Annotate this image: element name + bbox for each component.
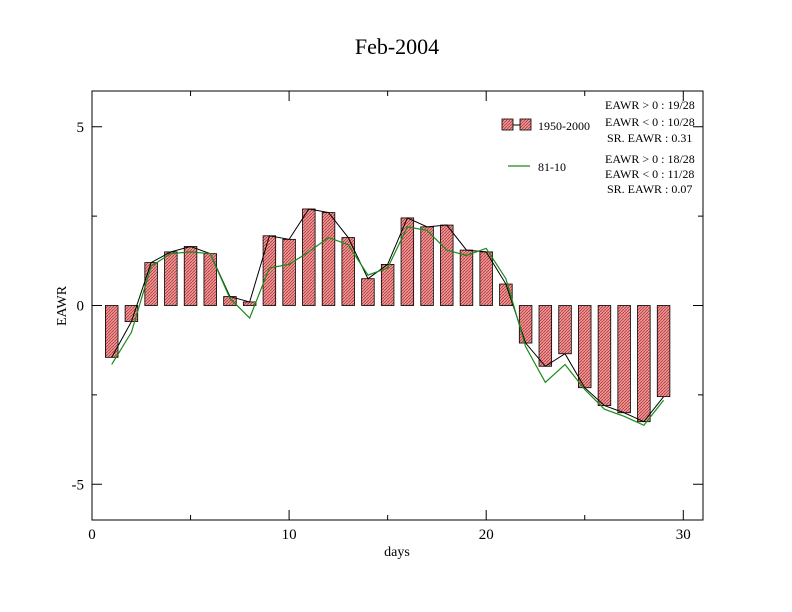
bar-day-6 [203,253,217,306]
stats-1-line-3: SR. EAWR : 0.31 [607,131,692,145]
bar-day-11 [302,208,316,306]
y-axis: -5 0 5 [72,120,703,493]
bar-day-10 [282,238,296,306]
y-tick-label: 0 [77,299,85,315]
bar-day-4 [164,251,178,306]
bar-day-15 [380,263,395,306]
bar-day-27 [617,305,631,414]
bar-day-1 [105,305,119,358]
bar-day-19 [459,249,474,306]
x-tick-label: 0 [88,527,96,543]
y-axis-label: EAWR [55,285,70,326]
x-axis-label: days [384,545,410,560]
bar-day-18 [440,224,454,306]
bar-day-16 [400,217,415,306]
bar-day-22 [518,305,533,344]
x-tick-label: 30 [676,527,691,543]
bar-day-17 [420,226,434,306]
legend: 1950-2000 81-10 EAWR > 0 : 19/28 EAWR < … [501,98,695,196]
legend-label-81-10: 81-10 [538,160,566,174]
bar-day-3 [144,262,158,306]
bar-series [105,208,671,423]
stats-2-line-1: EAWR > 0 : 18/28 [605,152,695,166]
bar-day-14 [361,278,375,306]
series-1950-2000-line [111,208,664,423]
y-tick-label: -5 [72,477,85,493]
stats-2-line-2: EAWR < 0 : 11/28 [605,167,694,181]
x-tick-label: 20 [479,527,494,543]
bar-day-12 [321,212,336,306]
bar-day-24 [558,305,572,355]
bar-day-26 [597,305,612,406]
bar-day-29 [656,305,671,398]
stats-1-line-1: EAWR > 0 : 19/28 [605,98,695,112]
stats-1-line-2: EAWR < 0 : 10/28 [605,115,695,129]
bar-day-5 [183,246,198,306]
y-tick-label: 5 [77,120,85,136]
chart-title: Feb-2004 [355,34,439,59]
bar-day-8 [242,301,257,306]
bar-day-23 [538,305,553,367]
bar-day-28 [637,305,651,423]
line-series [111,208,665,427]
x-axis: 0 10 20 30 [88,91,691,543]
legend-label-1950-2000: 1950-2000 [538,119,590,133]
bar-day-9 [262,235,277,306]
legend-bar-swatch [501,118,532,131]
stats-2-line-3: SR. EAWR : 0.07 [607,182,692,196]
x-tick-label: 10 [282,527,297,543]
series-81-10-line [111,226,665,427]
bar-day-25 [578,305,592,389]
